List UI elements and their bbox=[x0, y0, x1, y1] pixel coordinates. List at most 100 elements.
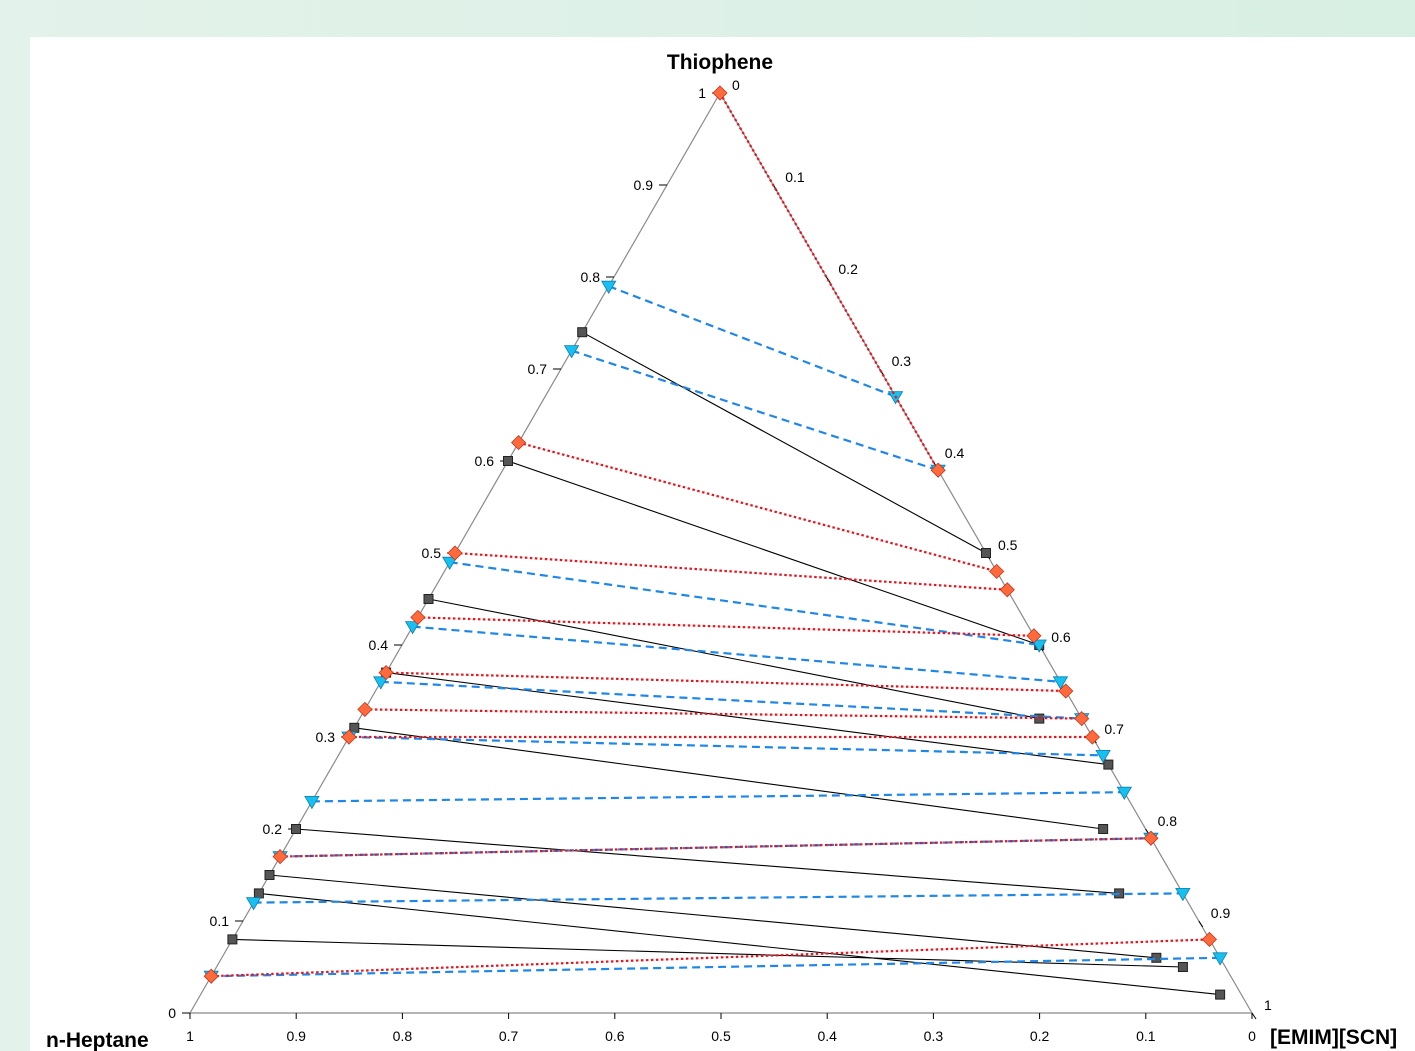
data-point bbox=[1103, 759, 1114, 770]
data-point bbox=[245, 897, 262, 911]
data-point bbox=[1201, 931, 1218, 947]
tick-label-ionic-liquid: 0.8 bbox=[1158, 813, 1178, 829]
data-point bbox=[1084, 729, 1100, 745]
tie-line bbox=[571, 349, 939, 472]
tie-line bbox=[412, 625, 1061, 683]
data-point bbox=[357, 701, 373, 717]
data-point bbox=[981, 548, 991, 558]
data-point bbox=[410, 609, 426, 625]
tie-line bbox=[417, 616, 1034, 637]
data-point bbox=[1031, 639, 1047, 653]
tick-label-heptane: 0.8 bbox=[393, 1028, 413, 1044]
triangle-frame bbox=[188, 91, 1254, 1014]
data-point bbox=[1116, 786, 1133, 800]
tick-label-heptane: 0.5 bbox=[711, 1028, 731, 1044]
tie-line bbox=[364, 708, 1082, 720]
tie-line bbox=[608, 285, 896, 398]
tie-line bbox=[211, 956, 1221, 978]
tie-line bbox=[348, 735, 1104, 757]
data-point bbox=[989, 563, 1005, 579]
tick-label-heptane: 0.3 bbox=[924, 1028, 944, 1044]
tick-label-ionic-liquid: 0.1 bbox=[785, 169, 805, 185]
tie-line bbox=[211, 938, 1210, 978]
tick-label-thiophene: 0.5 bbox=[422, 545, 442, 561]
tie-line bbox=[354, 727, 1104, 830]
data-point bbox=[1095, 750, 1111, 764]
tick-label-heptane: 0 bbox=[1248, 1028, 1256, 1044]
tie-line-series bbox=[203, 85, 1228, 1000]
data-point bbox=[1052, 676, 1069, 690]
series-dotted bbox=[203, 85, 1218, 984]
data-point bbox=[1143, 830, 1159, 846]
tick-label-thiophene: 0.2 bbox=[263, 821, 283, 837]
ternary-chart: 0010.10.10.90.20.20.80.30.30.70.40.40.60… bbox=[46, 51, 1397, 1051]
tie-line bbox=[518, 441, 997, 573]
data-point bbox=[447, 545, 463, 561]
tick-label-heptane: 0.2 bbox=[1030, 1028, 1050, 1044]
tie-line bbox=[311, 791, 1125, 803]
tick-label-ionic-liquid: 1 bbox=[1264, 997, 1272, 1013]
tick-label-thiophene: 0.8 bbox=[581, 269, 601, 285]
data-point bbox=[999, 582, 1015, 598]
tick-mark-ionic-liquid bbox=[1251, 1012, 1257, 1020]
data-point bbox=[1175, 888, 1191, 902]
data-point bbox=[1058, 683, 1074, 699]
tick-label-thiophene: 0.3 bbox=[316, 729, 336, 745]
data-point bbox=[601, 280, 617, 294]
tick-label-ionic-liquid: 0.3 bbox=[892, 353, 912, 369]
tick-label-thiophene: 0.4 bbox=[369, 637, 389, 653]
tie-line bbox=[507, 460, 1040, 646]
vertex-label-ionic-liquid: [EMIM][SCN] bbox=[1270, 1026, 1397, 1049]
tick-label-thiophene: 0.9 bbox=[634, 177, 654, 193]
triangle-outline bbox=[188, 91, 1254, 1014]
data-point bbox=[304, 796, 320, 810]
data-point bbox=[1215, 989, 1226, 1000]
tick-label-ionic-liquid: 0.9 bbox=[1211, 905, 1231, 921]
data-point bbox=[1034, 713, 1045, 724]
tick-label-ionic-liquid: 0.6 bbox=[1051, 629, 1071, 645]
tie-line bbox=[386, 671, 1066, 693]
data-point bbox=[930, 462, 946, 478]
tie-line bbox=[280, 837, 1151, 858]
data-point bbox=[1026, 628, 1042, 644]
data-point bbox=[511, 435, 527, 451]
data-point bbox=[1177, 962, 1188, 972]
tick-mark-ionic-liquid bbox=[1198, 920, 1204, 928]
tick-label-heptane: 0.7 bbox=[499, 1028, 519, 1044]
tie-line bbox=[454, 551, 1008, 591]
tick-label-thiophene: 0.1 bbox=[210, 913, 230, 929]
tick-label-heptane: 1 bbox=[186, 1028, 194, 1044]
data-point bbox=[1151, 952, 1162, 963]
data-point bbox=[1074, 711, 1090, 727]
data-point bbox=[563, 345, 580, 359]
data-point bbox=[423, 594, 434, 604]
tie-line bbox=[295, 828, 1120, 894]
vertex-label-thiophene: Thiophene bbox=[667, 51, 773, 74]
tie-line bbox=[269, 874, 1157, 959]
data-point bbox=[227, 934, 238, 945]
tick-label-thiophene: 0.7 bbox=[528, 361, 548, 377]
data-point bbox=[291, 824, 301, 834]
tie-line bbox=[386, 672, 1109, 766]
series-dashed bbox=[203, 280, 1228, 984]
data-point bbox=[404, 621, 421, 635]
data-point bbox=[378, 665, 394, 681]
tie-line bbox=[449, 561, 1040, 647]
tick-label-ionic-liquid: 0.5 bbox=[998, 537, 1018, 553]
series-solid bbox=[227, 327, 1226, 1000]
data-point bbox=[272, 849, 288, 865]
tie-line bbox=[253, 892, 1183, 904]
tick-label-ionic-liquid: 0.7 bbox=[1104, 721, 1124, 737]
data-point bbox=[442, 556, 458, 570]
data-point bbox=[712, 85, 728, 101]
data-point bbox=[373, 676, 389, 690]
data-point bbox=[577, 327, 588, 338]
tick-label-ionic-liquid: 0.2 bbox=[838, 261, 858, 277]
tie-line bbox=[428, 598, 1040, 720]
tick-label-heptane: 0.1 bbox=[1136, 1028, 1156, 1044]
data-point bbox=[1212, 952, 1228, 966]
data-point bbox=[203, 968, 219, 984]
tick-label-ionic-liquid: 0 bbox=[732, 77, 740, 93]
data-point bbox=[503, 456, 513, 466]
data-point bbox=[253, 888, 264, 899]
